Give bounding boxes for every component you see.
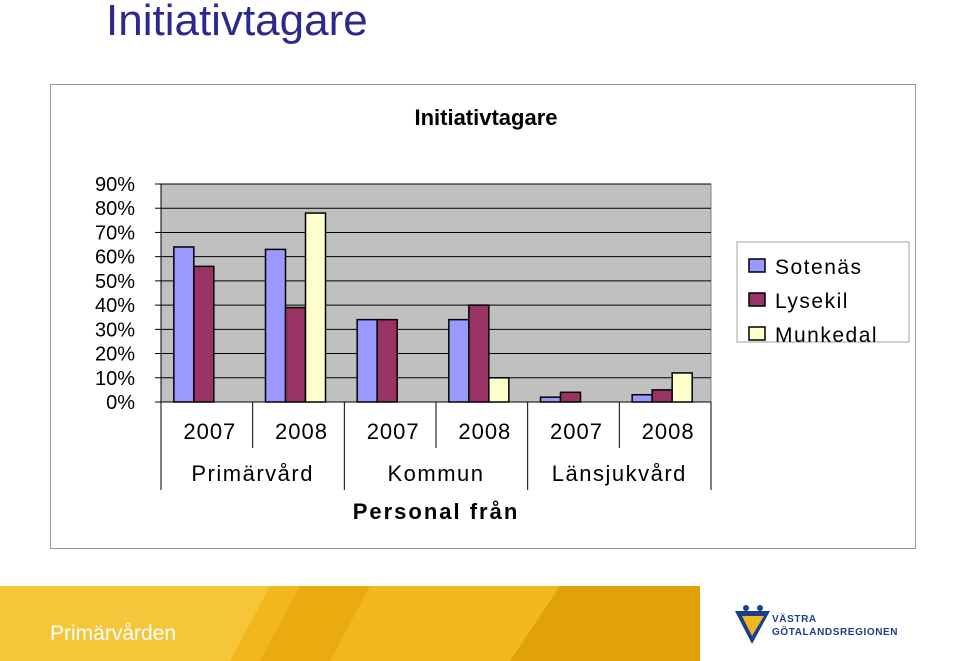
footer-stripe-left <box>0 586 270 661</box>
bar-sotenäs-3 <box>448 318 470 403</box>
footer-stripe-right <box>510 586 700 661</box>
legend-swatch-lysekil <box>748 292 766 307</box>
logo-text: VÄSTRA GÖTALANDSREGIONEN <box>772 613 898 639</box>
slide-title: Initiativtagare <box>106 0 368 45</box>
bar-lysekil-5 <box>651 389 673 403</box>
bar-lysekil-3 <box>468 304 490 403</box>
x-tick-label: 2007 <box>367 419 420 444</box>
bar-sotenäs-0 <box>173 246 195 403</box>
bar-munkedal-3 <box>488 377 510 403</box>
x-tick-label: 2008 <box>642 419 695 444</box>
x-tick-label: 2007 <box>550 419 603 444</box>
y-tick-label: 30% <box>95 319 135 341</box>
bar-munkedal-5 <box>671 372 693 403</box>
y-tick-label: 40% <box>95 295 135 317</box>
y-tick-label: 10% <box>95 368 135 390</box>
footer-label: Primärvården <box>50 622 177 645</box>
footer-stripe-mid <box>260 586 370 661</box>
bar-chart: Initiativtagare 0%10%20% 30%40%50%60% 70%80… <box>95 105 910 524</box>
x-tick-label: 2008 <box>458 419 511 444</box>
bar-lysekil-0 <box>193 265 215 403</box>
chart-title: Initiativtagare <box>414 105 557 130</box>
y-tick-label: 20% <box>95 344 135 366</box>
y-tick-label: 90% <box>95 174 135 196</box>
bar-sotenäs-4 <box>539 396 562 403</box>
legend-label-sotenäs: Sotenäs <box>775 256 863 279</box>
y-tick-label: 0% <box>106 392 135 414</box>
x-group-label: Kommun <box>387 461 484 486</box>
bar-sotenäs-2 <box>356 318 378 403</box>
legend-swatch-munkedal <box>748 326 766 341</box>
legend-swatch-sotenäs <box>748 258 766 273</box>
x-group-label: Länsjukvård <box>552 461 687 486</box>
x-tick-label: 2008 <box>275 419 328 444</box>
x-axis-title: Personal från <box>353 499 520 524</box>
logo-line1: VÄSTRA <box>772 614 817 625</box>
footer-band <box>0 586 960 661</box>
plot-area <box>161 184 711 402</box>
legend-label-lysekil: Lysekil <box>775 290 849 313</box>
y-tick-label: 60% <box>95 247 135 269</box>
bar-sotenäs-5 <box>631 393 653 403</box>
y-tick-label: 50% <box>95 271 135 293</box>
vastra-gotaland-logo-icon <box>735 605 770 644</box>
bar-lysekil-4 <box>559 391 582 403</box>
bar-sotenäs-1 <box>264 248 287 403</box>
y-tick-label: 70% <box>95 222 135 244</box>
bar-munkedal-1 <box>304 212 327 403</box>
logo-line2: GÖTALANDSREGIONEN <box>772 627 899 638</box>
bar-lysekil-2 <box>376 318 398 403</box>
chart-frame: Initiativtagare 0% 10% 20% 30% 40% 50% 60% 70% 80… <box>50 84 916 549</box>
legend-label-munkedal: Munkedal <box>775 324 878 347</box>
bar-lysekil-1 <box>284 306 307 403</box>
x-tick-label: 2007 <box>183 419 236 444</box>
x-group-label: Primärvård <box>191 461 314 486</box>
y-tick-label: 80% <box>95 198 135 220</box>
